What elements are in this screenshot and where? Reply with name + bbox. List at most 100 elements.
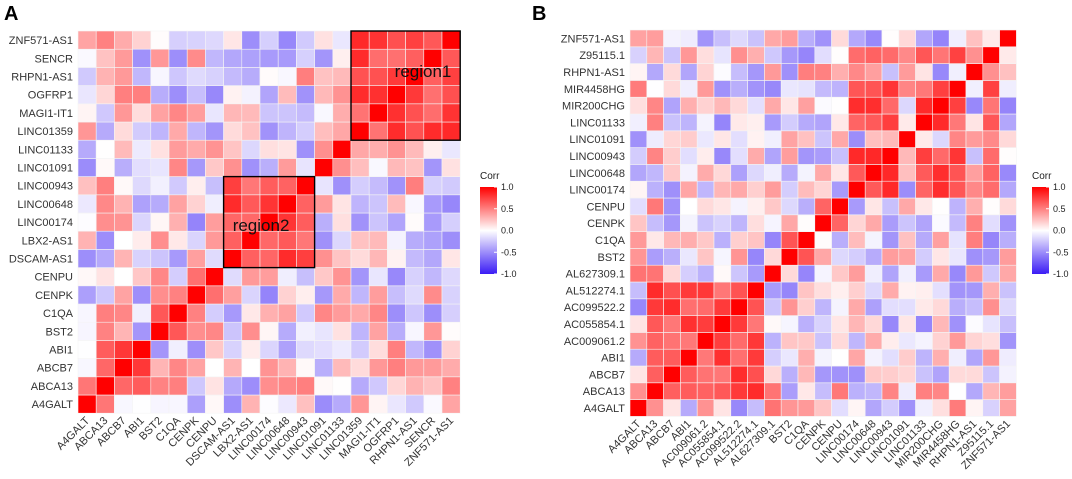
panel-a-cell [277,285,297,305]
panel-b-letter: B [532,3,546,25]
panel-a-cell [423,394,443,414]
panel-a-cell [314,158,334,177]
panel-b-cell [747,281,765,300]
panel-a-cell [332,48,352,68]
panel-a-cell [205,67,224,86]
panel-a-cell [259,139,279,159]
panel-a-cell [241,176,261,196]
panel-b-cell [915,399,933,417]
panel-b-cell [814,248,832,266]
panel-b-cell [629,348,648,367]
panel-b-cell [646,113,664,132]
panel-b-cell [730,231,748,249]
panel-b-cell [780,130,799,148]
panel-a-cell [441,321,461,341]
panel-b-cell [848,214,866,232]
panel-b-cell [696,281,715,300]
panel-b-cell [680,147,698,165]
panel-a-cell [296,194,315,214]
panel-b-cell [713,46,732,64]
panel-b-cell [696,214,715,232]
panel-b-cell [831,399,849,417]
panel-a-cell [168,30,188,50]
panel-b-cell [797,180,816,199]
panel-b-cell [915,113,933,132]
panel-a-cell [95,394,115,414]
panel-b-cell [831,147,849,165]
panel-a-cell [259,249,279,268]
panel-b-cell [680,46,698,64]
panel-b-cell [999,332,1017,350]
panel-a-cell [114,103,133,123]
panel-a-cell [114,358,133,378]
panel-a-cell [241,48,261,68]
panel-a-y-label: LINC00648 [17,199,73,211]
panel-a-cell [77,139,97,159]
panel-a-cell [350,121,370,141]
panel-b-cell [881,332,900,350]
panel-a-cell [405,212,425,232]
panel-b-cell [932,63,950,81]
panel-b-cell [982,264,1000,283]
panel-a-cell [350,48,370,68]
panel-b-y-label: MIR4458HG [564,84,625,96]
panel-b-cell [713,147,732,165]
panel-b-legend-bar [1032,187,1049,274]
panel-b-cell [713,315,732,333]
panel-b-cell [932,164,950,182]
panel-b-cell [713,231,732,249]
panel-b-cell [629,180,648,199]
panel-a-cell [332,194,352,214]
panel-b-cell [814,264,832,283]
panel-a-cell [168,321,188,341]
panel-b-cell [646,214,664,232]
panel-a-cell [114,340,133,359]
panel-a-cell [332,230,352,250]
panel-b-cell [713,214,732,232]
panel-b-cell [696,46,715,64]
panel-b-cell [797,248,816,266]
panel-b-cell [848,180,866,199]
panel-b-cell [898,348,916,367]
panel-a-cell [296,249,315,268]
panel-b-cell [814,382,832,400]
panel-b-cell [982,197,1000,216]
panel-a-cell [186,194,206,214]
panel-a-cell [441,121,461,141]
panel-a-cell [77,340,97,359]
panel-b-cell [864,382,883,400]
panel-b-cell [764,348,782,367]
panel-b-cell [780,180,799,199]
panel-a-cell [259,340,279,359]
panel-b-cell [982,298,1000,316]
panel-b-cell [747,365,765,384]
panel-a-cell [223,249,243,268]
panel-a-region-label: region2 [233,216,290,235]
panel-a-cell [259,67,279,86]
panel-a-cell [296,139,315,159]
panel-b-cell [696,348,715,367]
panel-b-cell [730,147,748,165]
panel-b-cell [982,63,1000,81]
panel-b-cell [948,298,967,316]
panel-a-cell [332,30,352,50]
panel-a-cell [132,394,152,414]
panel-b-cell [982,130,1000,148]
panel-a-cell [205,85,224,105]
panel-a-cell [186,85,206,105]
panel-b-cell [797,63,816,81]
panel-a-cell [387,176,406,196]
panel-a-cell [114,376,133,396]
panel-b-cell [747,130,765,148]
panel-b-cell [814,298,832,316]
panel-a-cell [441,267,461,287]
panel-b-cell [999,63,1017,81]
panel-a-cell [368,267,388,287]
panel-a-cell [405,230,425,250]
panel-b-cell [948,315,967,333]
panel-a-cell [77,194,97,214]
panel-b-cell [831,348,849,367]
panel-b-cell [747,63,765,81]
panel-a-cell [114,285,133,305]
panel-a-cell [77,376,97,396]
